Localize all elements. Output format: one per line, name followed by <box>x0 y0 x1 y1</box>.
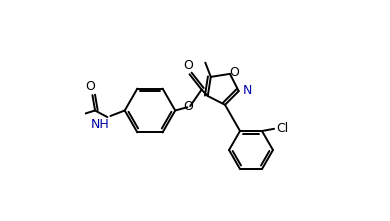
Text: N: N <box>243 84 252 97</box>
Text: O: O <box>183 59 193 72</box>
Text: O: O <box>183 100 193 113</box>
Text: Cl: Cl <box>276 122 288 135</box>
Text: NH: NH <box>90 118 109 131</box>
Text: O: O <box>85 80 95 93</box>
Text: O: O <box>229 66 239 79</box>
